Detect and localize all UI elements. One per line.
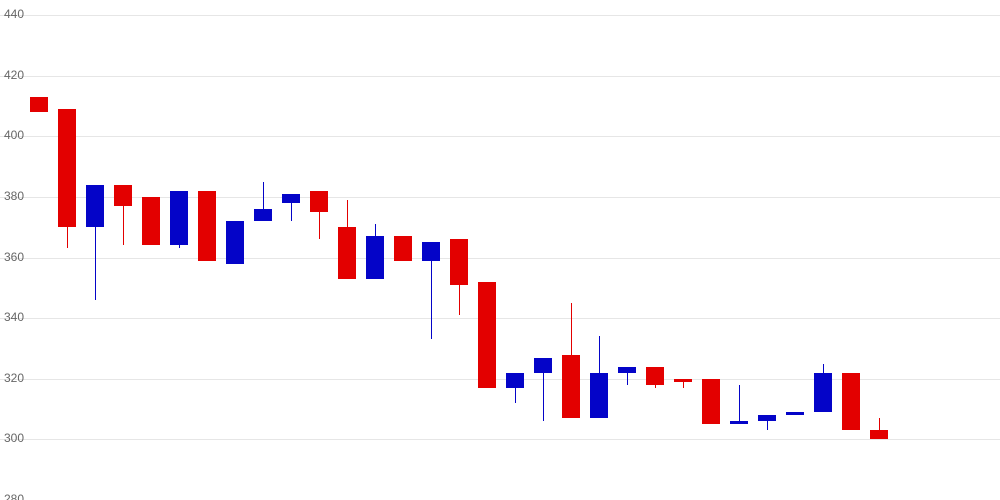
- candle-body: [142, 197, 160, 245]
- candle-body: [170, 191, 188, 246]
- candle-body: [366, 236, 384, 278]
- candlestick-chart: 280 300 320 340 360 380 400 420 440: [0, 0, 1000, 500]
- candle-body: [562, 355, 580, 419]
- candle-body: [86, 185, 104, 227]
- candle-body: [730, 421, 748, 424]
- candle-body: [646, 367, 664, 385]
- candle-body: [282, 194, 300, 203]
- candle-body: [226, 221, 244, 263]
- candle-body: [30, 97, 48, 112]
- candle-body: [394, 236, 412, 260]
- candle-body: [618, 367, 636, 373]
- gridline: [0, 258, 1000, 259]
- candle-body: [786, 412, 804, 415]
- candle-body: [310, 191, 328, 212]
- candle-body: [702, 379, 720, 424]
- y-axis-label: 300: [4, 431, 24, 445]
- candle-body: [758, 415, 776, 421]
- gridline: [0, 439, 1000, 440]
- y-axis-label: 360: [4, 250, 24, 264]
- y-axis-label: 380: [4, 189, 24, 203]
- gridline: [0, 318, 1000, 319]
- gridline: [0, 15, 1000, 16]
- y-axis-label: 340: [4, 310, 24, 324]
- candle-body: [338, 227, 356, 279]
- candle-body: [450, 239, 468, 284]
- gridline: [0, 76, 1000, 77]
- candle-body: [198, 191, 216, 261]
- candle-wick: [739, 385, 740, 424]
- candle-body: [114, 185, 132, 206]
- candle-body: [254, 209, 272, 221]
- gridline: [0, 136, 1000, 137]
- y-axis-label: 320: [4, 371, 24, 385]
- y-axis-label: 280: [4, 492, 24, 500]
- candle-body: [422, 242, 440, 260]
- candle-body: [842, 373, 860, 431]
- candle-body: [478, 282, 496, 388]
- candle-body: [870, 430, 888, 439]
- y-axis-label: 400: [4, 128, 24, 142]
- candle-body: [506, 373, 524, 388]
- candle-body: [590, 373, 608, 418]
- candle-body: [814, 373, 832, 412]
- candle-body: [674, 379, 692, 382]
- candle-body: [534, 358, 552, 373]
- y-axis-label: 440: [4, 7, 24, 21]
- candle-body: [58, 109, 76, 227]
- y-axis-label: 420: [4, 68, 24, 82]
